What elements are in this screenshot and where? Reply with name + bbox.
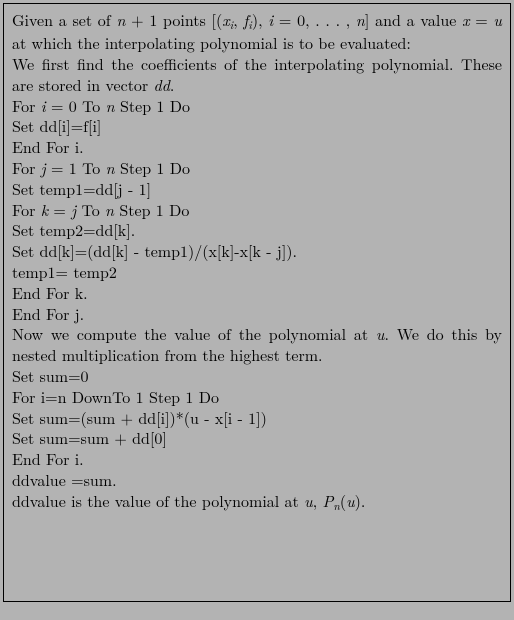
line-8: Set temp2=dd[k].	[12, 220, 502, 241]
line-1: We first find the coefficients of the in…	[12, 54, 502, 96]
line-5: For j = 1 To n Step 1 Do	[12, 158, 502, 179]
line-11: End For k.	[12, 283, 502, 304]
algorithm-box: Given a set of n + 1 points [(xi, fi), i…	[3, 3, 511, 602]
line-19: ddvalue =sum.	[12, 470, 502, 491]
line-17: Set sum=sum + dd[0]	[12, 428, 502, 449]
line-18: End For i.	[12, 449, 502, 470]
line-14: Set sum=0	[12, 366, 502, 387]
line-12: End For j.	[12, 304, 502, 325]
line-0: Given a set of n + 1 points [(xi, fi), i…	[12, 10, 502, 54]
line-20: ddvalue is the value of the polynomial a…	[12, 491, 502, 514]
line-4: End For i.	[12, 137, 502, 158]
line-3: Set dd[i]=f[i]	[12, 116, 502, 137]
line-7: For k = j To n Step 1 Do	[12, 200, 502, 221]
line-9: Set dd[k]=(dd[k] - temp1)/(x[k]-x[k - j]…	[12, 241, 502, 262]
line-10: temp1= temp2	[12, 262, 502, 283]
line-16: Set sum=(sum + dd[i])*(u - x[i - 1])	[12, 408, 502, 429]
line-15: For i=n DownTo 1 Step 1 Do	[12, 387, 502, 408]
line-2: For i = 0 To n Step 1 Do	[12, 96, 502, 117]
line-6: Set temp1=dd[j - 1]	[12, 179, 502, 200]
line-13: Now we compute the value of the polynomi…	[12, 324, 502, 366]
